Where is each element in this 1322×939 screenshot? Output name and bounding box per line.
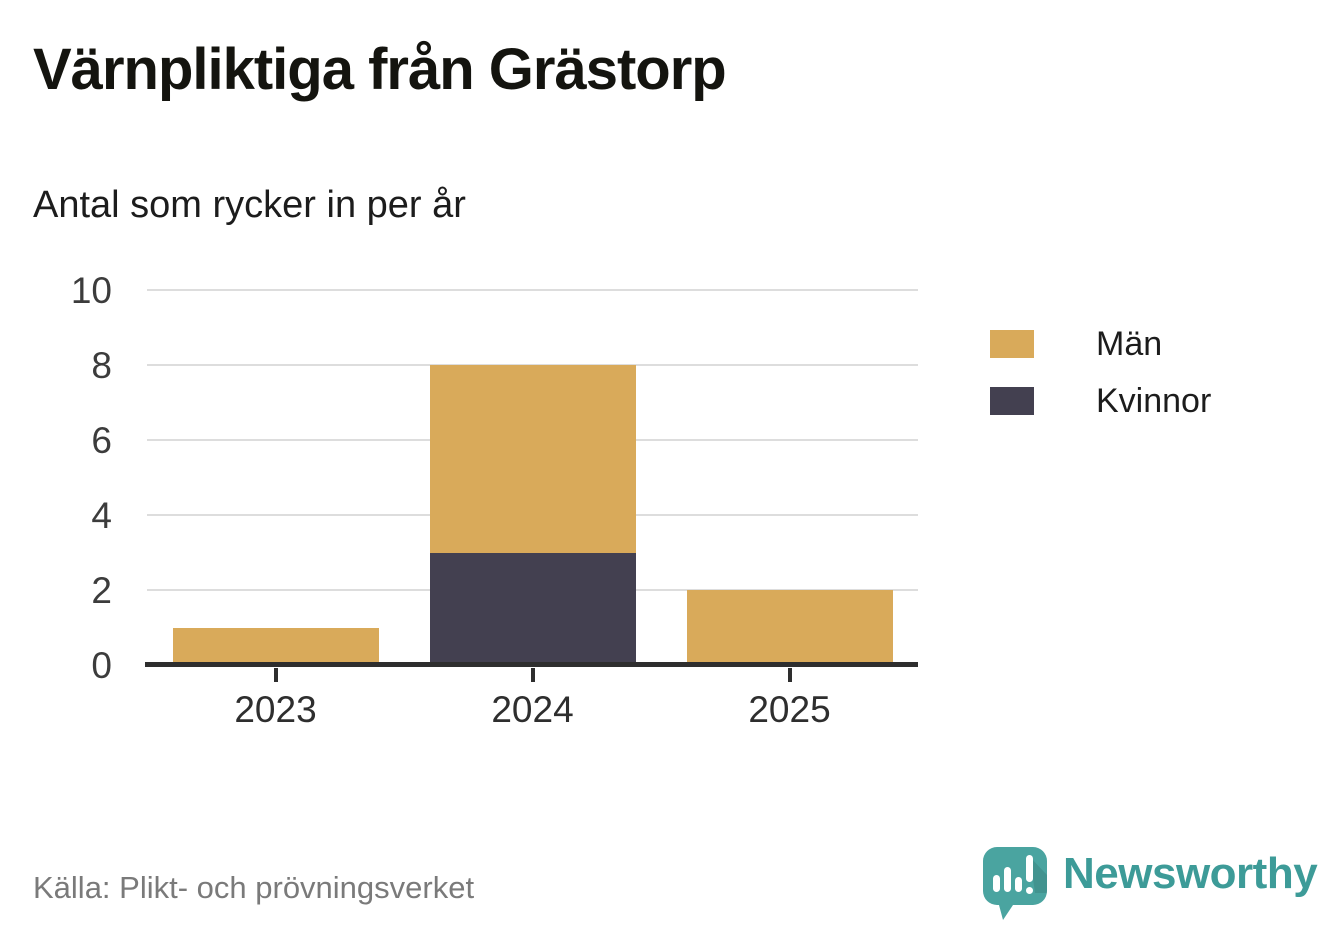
bar-segment-2024-Kvinnor [429, 552, 636, 665]
newsworthy-wordmark: Newsworthy [1063, 849, 1318, 898]
x-axis-tick [787, 668, 792, 682]
x-axis-line [145, 662, 918, 667]
x-axis-tick-label: 2023 [234, 689, 317, 730]
legend-swatch [990, 330, 1034, 358]
x-axis-tick-label: 2025 [748, 689, 831, 730]
y-axis-tick-label: 4 [91, 495, 112, 536]
bars-container: 2023 2024 2025 [147, 290, 918, 730]
brand-footer: Newsworthy [983, 847, 1318, 921]
gridline-y-10 [147, 289, 918, 291]
x-axis-tick [273, 668, 278, 682]
bar-segment-2024-Män [429, 365, 636, 553]
bar-group-2023: 2023 [147, 290, 404, 730]
chart-subtitle: Antal som rycker in per år [33, 184, 466, 226]
y-axis-tick-label: 10 [70, 270, 112, 311]
bar-group-2025: 2025 [661, 290, 918, 730]
y-axis-tick-label: 8 [91, 345, 112, 386]
chart-title: Värnpliktiga från Grästorp [33, 37, 727, 102]
y-axis-tick-label: 0 [91, 645, 112, 686]
legend-swatch [990, 387, 1034, 415]
legend-label: Kvinnor [1096, 381, 1212, 420]
plot-area: 2023 2024 2025 0 2 4 6 8 10 [71, 272, 918, 730]
legend: Män Kvinnor [990, 325, 1211, 443]
bar-stack-2024 [429, 365, 636, 665]
y-axis-tick-label: 6 [91, 420, 112, 461]
bar-group-2024: 2024 [404, 290, 661, 730]
legend-item-Män: Män [990, 325, 1211, 363]
bar-segment-2023-Män [172, 627, 379, 665]
newsworthy-logo-icon [983, 847, 1047, 920]
y-axis-tick-label: 2 [91, 570, 112, 611]
source-note: Källa: Plikt- och prövningsverket [33, 870, 475, 905]
bar-segment-2025-Män [686, 590, 893, 665]
bar-stack-2025 [686, 590, 893, 665]
x-axis-tick-label: 2024 [491, 689, 574, 730]
legend-item-Kvinnor: Kvinnor [990, 382, 1211, 420]
bar-stack-2023 [172, 627, 379, 665]
x-axis-tick [530, 668, 535, 682]
legend-label: Män [1096, 324, 1163, 363]
